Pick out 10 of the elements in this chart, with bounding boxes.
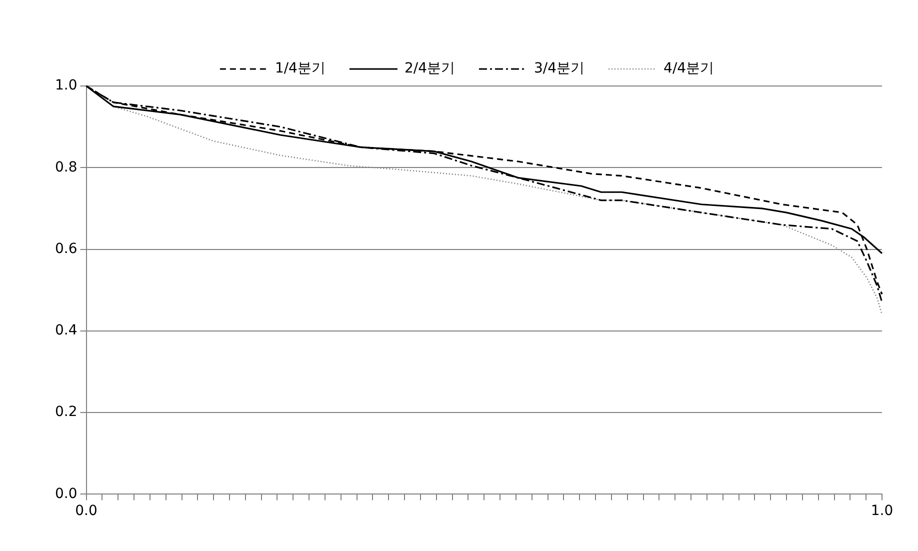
y-tick-label: 0.8: [55, 159, 78, 176]
legend-label: 1/4분기: [274, 60, 326, 77]
legend-label: 3/4분기: [534, 60, 585, 77]
y-tick-label: 0.6: [55, 240, 78, 257]
legend-label: 2/4분기: [404, 60, 455, 77]
y-tick-label: 0.0: [55, 486, 78, 502]
legend-label: 4/4분기: [664, 60, 714, 77]
y-tick-label: 1.0: [55, 78, 78, 94]
y-tick-label: 0.2: [55, 404, 78, 420]
y-tick-label: 0.4: [55, 322, 78, 339]
